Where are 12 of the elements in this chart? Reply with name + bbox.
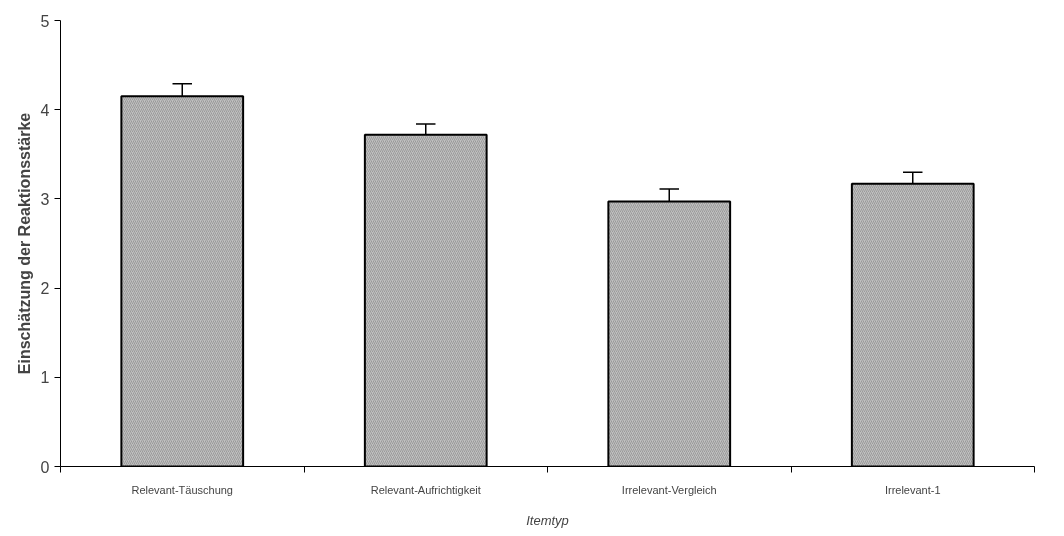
y-tick-label: 3 bbox=[40, 190, 50, 208]
x-tick-label: Relevant-Täuschung bbox=[131, 483, 234, 496]
y-tick-label: 5 bbox=[40, 12, 50, 30]
y-axis-title: Einschätzung der Reaktionsstärke bbox=[15, 112, 33, 375]
x-tick-label: Relevant-Aufrichtigkeit bbox=[370, 483, 481, 496]
y-tick-label: 2 bbox=[40, 280, 50, 298]
x-axis-title: Itemtyp bbox=[526, 512, 569, 528]
y-tick-label: 0 bbox=[40, 458, 50, 476]
y-tick-label: 4 bbox=[40, 101, 50, 119]
x-tick-label: Irrelevant-Vergleich bbox=[621, 483, 717, 496]
x-tick-label: Irrelevant-1 bbox=[884, 483, 941, 496]
y-tick-label: 1 bbox=[40, 369, 50, 387]
